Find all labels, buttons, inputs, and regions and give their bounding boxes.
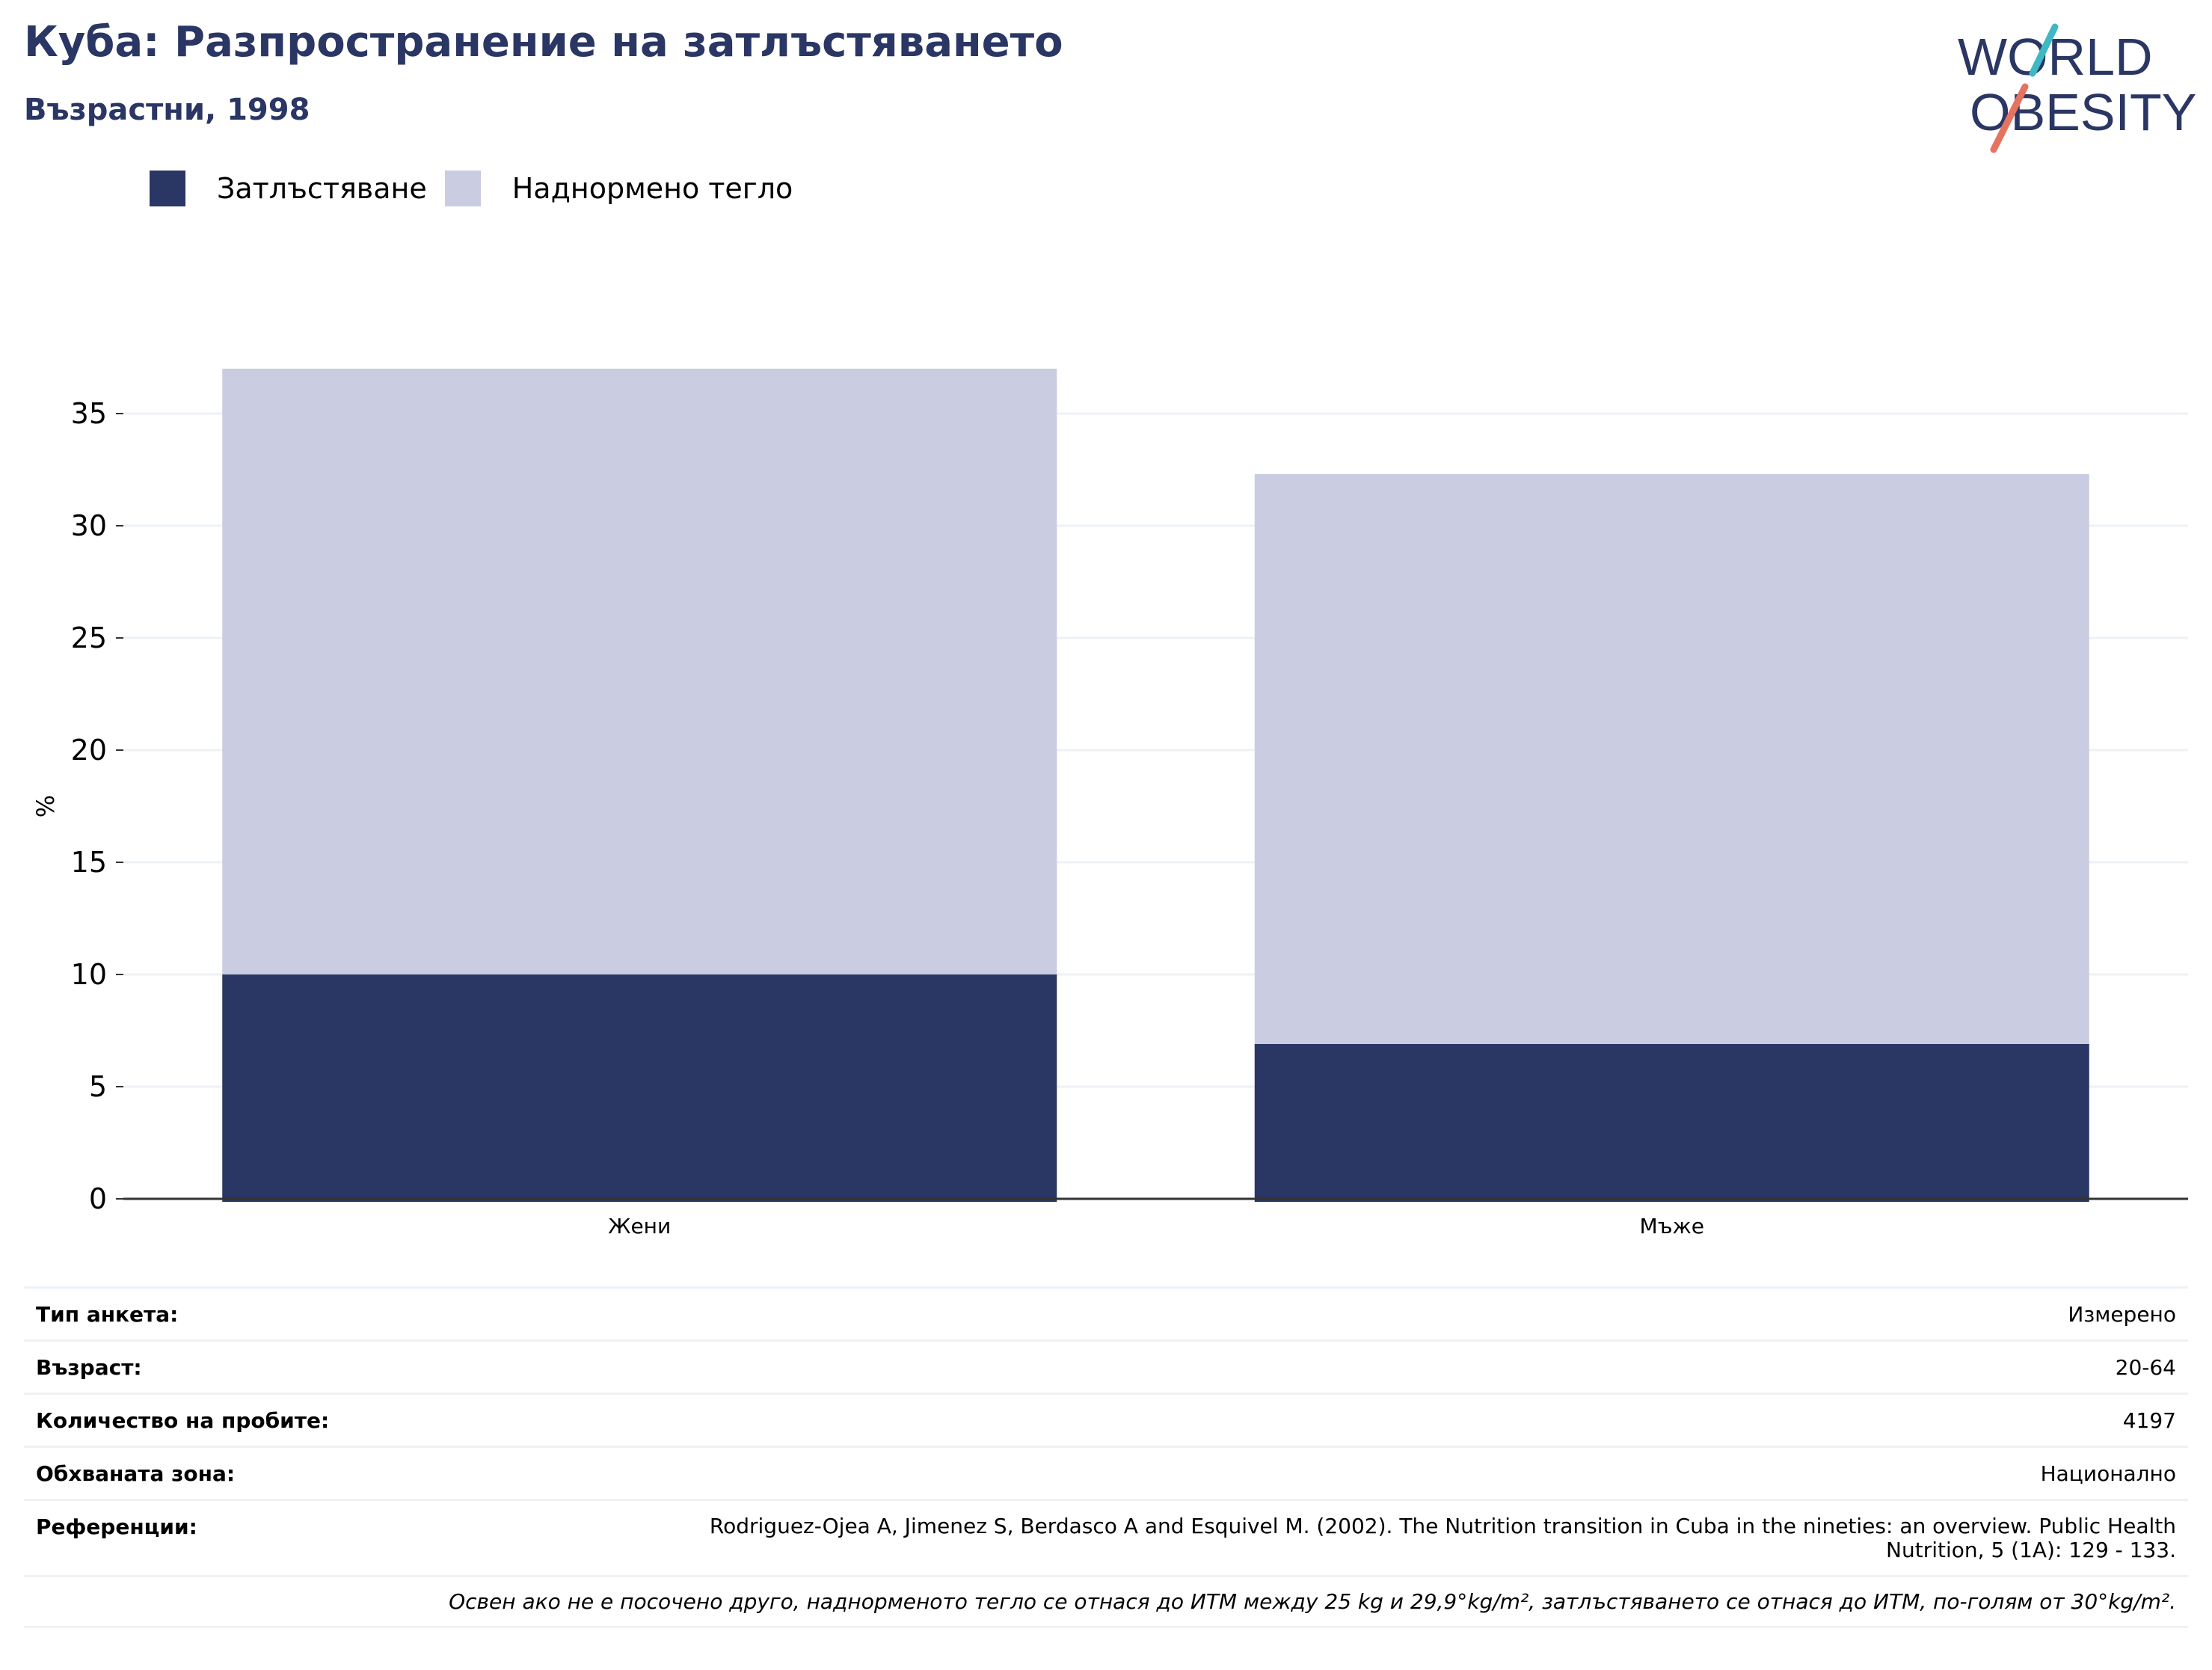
- info-label: Обхваната зона:: [36, 1461, 236, 1486]
- y-tick-label: 0: [89, 1182, 107, 1215]
- legend-label-overweight: Наднормено тегло: [511, 172, 793, 205]
- bar-overweight: [222, 369, 1057, 974]
- info-label: Референции:: [36, 1514, 197, 1539]
- y-tick-label: 25: [71, 621, 107, 654]
- info-row-age: Възраст: 20-64: [24, 1339, 2188, 1393]
- y-tick-label: 30: [71, 509, 107, 542]
- y-axis-label: %: [31, 795, 60, 817]
- info-value: Rodriguez-Ojea A, Jimenez S, Berdasco A …: [709, 1514, 2176, 1562]
- legend-label-obesity: Затлъстяване: [217, 172, 427, 205]
- y-tick-label: 10: [71, 958, 107, 991]
- info-table: Тип анкета: Измерено Възраст: 20-64 Коли…: [24, 1286, 2188, 1628]
- info-label: Възраст:: [36, 1354, 142, 1380]
- bar-obesity: [1254, 1044, 2089, 1202]
- stacked-bar-chart: 0 5 10 15 20 25 30 35% Жени Мъже: [31, 369, 2188, 1238]
- logo-text-obesity: OBESITY: [1970, 83, 2196, 141]
- x-tick-label: Жени: [608, 1214, 671, 1238]
- info-value: 4197: [2122, 1407, 2176, 1433]
- world-obesity-logo: WORLD OBESITY: [1958, 23, 2196, 153]
- y-tick-label: 15: [71, 846, 107, 879]
- y-tick-label: 20: [71, 734, 107, 767]
- footnote-text: Освен ако не е посочено друго, наднормен…: [449, 1589, 2176, 1614]
- x-tick-label: Мъже: [1640, 1214, 1704, 1238]
- info-value: 20-64: [2115, 1354, 2176, 1380]
- y-tick-label: 35: [71, 397, 107, 430]
- bar-overweight: [1254, 474, 2089, 1044]
- legend-swatch-overweight: [444, 171, 481, 206]
- footnote: Освен ако не е посочено друго, наднормен…: [24, 1575, 2188, 1628]
- info-row-sample-size: Количество на пробите: 4197: [24, 1393, 2188, 1446]
- logo-slash-coral: [1990, 83, 2029, 153]
- legend-swatch-obesity: [150, 171, 185, 206]
- info-value: Измерено: [2068, 1301, 2176, 1327]
- logo-text-world: WORLD: [1958, 28, 2153, 86]
- info-value: Национално: [2040, 1461, 2176, 1486]
- chart-legend: Затлъстяване Наднормено тегло: [150, 171, 811, 206]
- chart-title: Куба: Разпространение на затлъстяването: [24, 18, 1063, 67]
- y-tick-label: 5: [89, 1070, 107, 1103]
- chart-subtitle: Възрастни, 1998: [24, 93, 310, 127]
- info-label: Количество на пробите:: [36, 1407, 330, 1433]
- logo-slash-teal: [2029, 23, 2059, 77]
- info-row-survey-type: Тип анкета: Измерено: [24, 1286, 2188, 1339]
- info-label: Тип анкета:: [36, 1301, 179, 1327]
- bar-obesity: [222, 974, 1057, 1202]
- info-row-references: Референции: Rodriguez-Ojea A, Jimenez S,…: [24, 1499, 2188, 1575]
- info-row-area: Обхваната зона: Национално: [24, 1446, 2188, 1499]
